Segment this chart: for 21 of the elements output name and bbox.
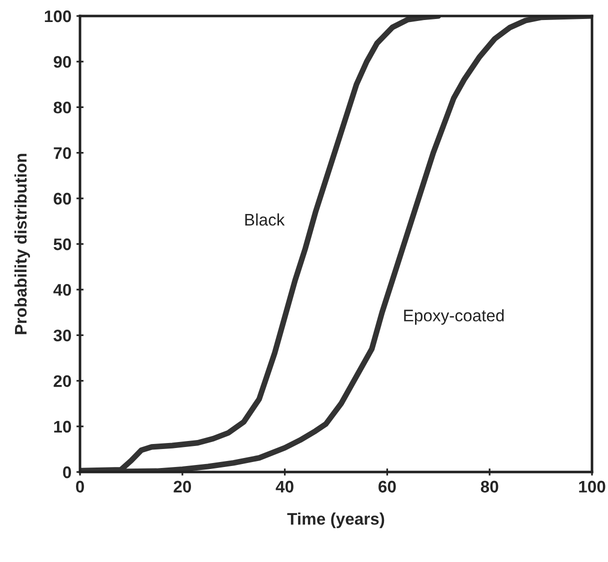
y-tick-label: 30 xyxy=(54,330,71,342)
series-label: Epoxy-coated xyxy=(404,309,504,325)
y-tick-label: 90 xyxy=(54,56,71,68)
y-tick-label: 10 xyxy=(54,420,71,433)
y-tick-label: 20 xyxy=(54,375,71,388)
y-tick-label: 80 xyxy=(54,102,71,114)
x-tick-label: 20 xyxy=(174,480,191,493)
x-axis-title: Time (years) xyxy=(287,512,384,528)
y-axis-title: Probability distribution xyxy=(14,154,30,334)
y-tick-label: 50 xyxy=(54,238,71,250)
y-tick-label: 60 xyxy=(54,192,71,205)
y-tick-label: 0 xyxy=(63,466,71,478)
y-tick-label: 100 xyxy=(44,10,71,22)
x-tick-label: 80 xyxy=(480,480,498,493)
y-tick-label: 40 xyxy=(53,284,71,296)
x-tick-label: 60 xyxy=(378,480,396,493)
series-label: Black xyxy=(245,213,285,226)
x-tick-label: 100 xyxy=(579,480,606,493)
x-tick-label: 0 xyxy=(76,480,84,493)
y-tick-label: 70 xyxy=(54,147,71,160)
x-tick-label: 40 xyxy=(276,480,294,493)
